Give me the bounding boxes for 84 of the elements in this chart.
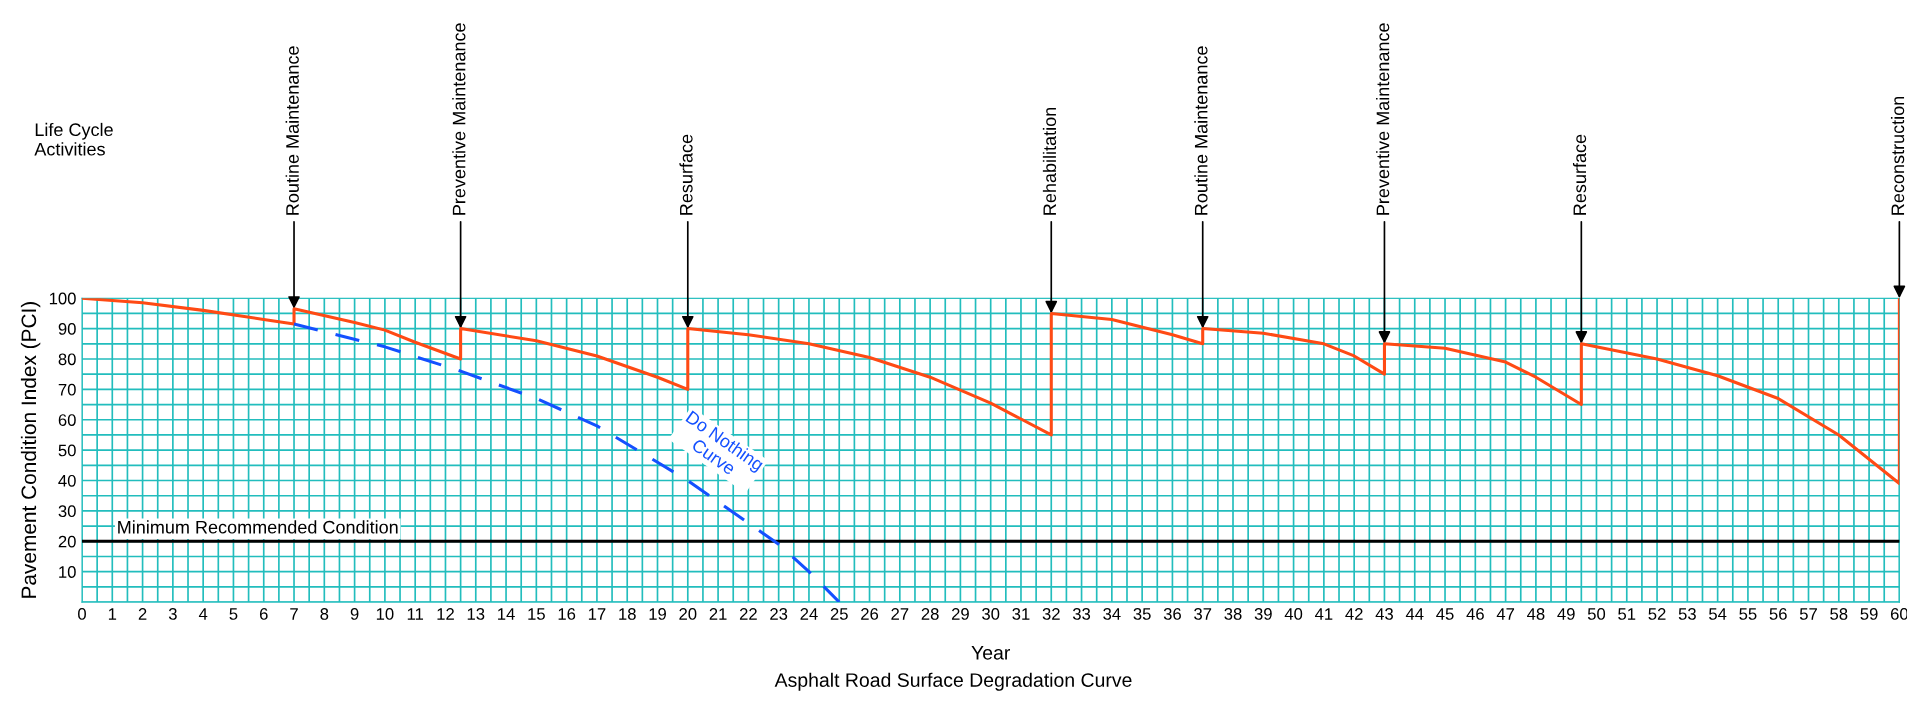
x-tick-label: 48 [1527,608,1545,620]
y-axis-title: Pavement Condition Index (PCI) [20,302,41,598]
annotation: Routine Maintenance [285,46,299,215]
x-tick-label: 52 [1648,608,1666,620]
text: Asphalt Road Surface Degradation Curve [774,672,1132,691]
x-tick-label: 30 [982,608,1000,620]
x-tick-label: 12 [437,608,454,620]
y-tick-label: 70 [58,383,76,396]
x-tick-label: 35 [1133,608,1151,620]
x-tick-label: 6 [259,608,268,620]
x-tick-label: 16 [558,608,576,620]
x-tick-label: 50 [1587,608,1606,620]
x-tick-label: 28 [921,608,939,620]
annotation: Routine Maintenance [1194,46,1208,215]
x-tick-label: 24 [800,608,818,620]
x-tick-label: 29 [951,608,969,620]
y-tick-label: 100 [49,292,76,305]
x-tick-label: 53 [1678,608,1696,620]
x-tick-label: 8 [320,608,329,620]
x-tick-label: 47 [1496,608,1515,620]
annotation: Preventive Maintenance [452,23,466,215]
x-tick-label: 41 [1314,608,1333,620]
x-tick-label: 3 [168,608,177,620]
y-tick-label: 40 [58,474,76,487]
x-tick-label: 51 [1618,608,1636,620]
x-tick-label: 23 [770,608,788,620]
x-tick-label: 7 [290,608,298,620]
y-tick-label: 10 [59,566,76,578]
x-tick-label: 15 [528,608,545,620]
x-tick-label: 1 [108,608,117,620]
x-tick-label: 18 [619,608,636,620]
x-tick-label: 59 [1860,608,1878,620]
x-axis-title: Year [971,646,1011,660]
x-tick-label: 2 [138,608,147,620]
x-tick-label: 54 [1709,608,1727,620]
annotation: Resurface [1572,134,1587,215]
x-tick-label: 34 [1103,608,1121,620]
x-tick-label: 4 [198,608,208,620]
y-tick-label: 90 [58,323,76,335]
x-tick-label: 20 [679,608,697,620]
x-tick-label: 38 [1224,608,1242,620]
x-tick-label: 17 [588,608,606,620]
x-tick-label: 55 [1739,608,1757,620]
y-tick-label: 50 [58,444,76,457]
x-tick-label: 0 [78,608,86,620]
y-tick-label: 30 [58,505,76,518]
y-tick-label: 60 [58,414,76,426]
x-tick-label: 43 [1375,608,1393,620]
x-tick-label: 9 [350,608,359,620]
x-tick-label: 45 [1436,608,1454,620]
x-tick-label: 27 [891,608,909,620]
x-tick-label: 36 [1163,608,1181,620]
y-tick-label: 80 [58,353,76,366]
y-tick-label: 20 [58,535,76,548]
x-tick-label: 56 [1769,608,1787,620]
x-tick-label: 37 [1194,608,1212,620]
x-tick-label: 26 [861,608,879,620]
x-tick-label: 39 [1254,608,1272,620]
x-tick-label: 13 [467,608,485,620]
x-tick-label: 33 [1072,608,1091,620]
x-tick-label: 40 [1284,608,1303,620]
x-tick-label: 60 [1890,608,1907,620]
annotation: Resurface [679,134,693,215]
x-tick-label: 32 [1042,608,1060,620]
text: Life Cycle Activities [34,122,113,156]
x-tick-label: 58 [1830,608,1848,620]
annotation: Reconstruction [1890,96,1905,215]
x-tick-label: 57 [1799,608,1817,620]
x-tick-label: 10 [376,608,394,620]
x-tick-label: 31 [1012,608,1030,620]
x-tick-label: 5 [229,608,238,620]
ref-line-label: Minimum Recommended Condition [118,520,398,534]
x-tick-label: 25 [830,608,848,620]
x-tick-label: 42 [1345,608,1363,620]
x-tick-label: 22 [739,608,757,620]
annotation: Preventive Maintenance [1376,23,1390,215]
x-tick-label: 46 [1466,608,1484,620]
x-tick-label: 21 [709,608,727,620]
annotation: Rehabilitation [1042,107,1057,215]
x-tick-label: 44 [1405,608,1424,620]
x-tick-label: 14 [498,608,515,620]
x-tick-label: 11 [407,608,424,620]
x-tick-label: 49 [1557,608,1575,620]
x-tick-label: 19 [649,608,666,620]
